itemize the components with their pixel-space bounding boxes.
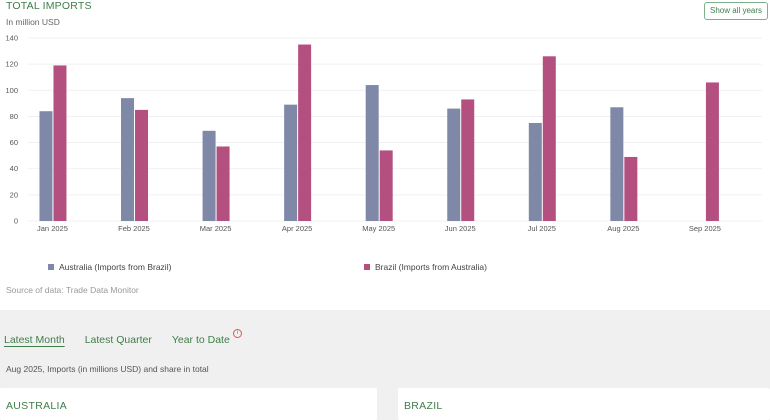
y-tick-label: 80 [10, 112, 18, 121]
tab-latest-quarter[interactable]: Latest Quarter [84, 334, 152, 346]
x-tick-label: Sep 2025 [689, 224, 721, 233]
y-tick-label: 100 [5, 86, 18, 95]
bar-brazil[interactable] [53, 65, 67, 221]
country-name-brazil: BRAZIL [404, 400, 443, 412]
chart-legend: Australia (Imports from Brazil) Brazil (… [0, 262, 770, 276]
show-all-years-button[interactable]: Show all years [704, 2, 768, 20]
bar-brazil[interactable] [298, 44, 312, 222]
x-tick-label: Feb 2025 [118, 224, 150, 233]
country-name-australia: AUSTRALIA [6, 400, 68, 412]
bar-australia[interactable] [202, 130, 216, 221]
summary-caption: Aug 2025, Imports (in millions USD) and … [6, 364, 209, 374]
bar-brazil[interactable] [216, 146, 230, 221]
legend-item-brazil[interactable]: Brazil (Imports from Australia) [364, 262, 487, 272]
legend-swatch-brazil [364, 264, 370, 270]
y-tick-label: 140 [5, 34, 18, 43]
bar-australia[interactable] [447, 108, 461, 221]
source-note: Source of data: Trade Data Monitor [6, 285, 139, 295]
x-tick-label: Aug 2025 [607, 224, 639, 233]
y-tick-label: 40 [10, 164, 18, 173]
bar-chart: 0 20 40 60 80 100 120 140 Jan 2025 Feb 2025 Mar 20… [5, 34, 762, 233]
bar-australia[interactable] [121, 98, 135, 221]
legend-swatch-australia [48, 264, 54, 270]
y-tick-label: 20 [10, 190, 18, 199]
bar-brazil[interactable] [461, 99, 475, 221]
summary-panel: Latest Month Latest Quarter Year to Date… [0, 310, 770, 420]
period-tabs: Latest Month Latest Quarter Year to Date [4, 334, 250, 346]
chart-subtitle: In million USD [6, 17, 60, 27]
bar-brazil[interactable] [542, 56, 556, 221]
chart-title: TOTAL IMPORTS [6, 0, 92, 12]
country-card-brazil: BRAZIL [398, 388, 770, 420]
legend-label-australia: Australia (Imports from Brazil) [59, 262, 172, 272]
bar-australia[interactable] [365, 85, 379, 221]
x-tick-label: Jan 2025 [37, 224, 68, 233]
tab-year-to-date[interactable]: Year to Date [171, 334, 230, 346]
bar-australia[interactable] [284, 104, 298, 221]
x-tick-label: Apr 2025 [282, 224, 312, 233]
x-tick-label: Jun 2025 [445, 224, 476, 233]
x-tick-label: Mar 2025 [200, 224, 232, 233]
y-tick-label: 0 [14, 217, 18, 226]
bar-brazil[interactable] [379, 150, 393, 221]
x-tick-label: Jul 2025 [528, 224, 556, 233]
legend-label-brazil: Brazil (Imports from Australia) [375, 262, 487, 272]
y-tick-label: 120 [5, 60, 18, 69]
bar-brazil[interactable] [624, 156, 638, 221]
x-tick-label: May 2025 [362, 224, 395, 233]
bar-australia[interactable] [610, 107, 624, 221]
bar-brazil[interactable] [135, 109, 149, 221]
tab-latest-month[interactable]: Latest Month [4, 334, 65, 346]
bar-australia[interactable] [39, 111, 53, 221]
country-card-australia: AUSTRALIA [0, 388, 377, 420]
chart-card: TOTAL IMPORTS In million USD Show all ye… [0, 0, 770, 295]
y-tick-label: 60 [10, 138, 18, 147]
info-icon[interactable]: i [233, 329, 242, 338]
bar-brazil[interactable] [705, 82, 719, 221]
legend-item-australia[interactable]: Australia (Imports from Brazil) [48, 262, 171, 272]
bar-australia[interactable] [528, 122, 542, 221]
